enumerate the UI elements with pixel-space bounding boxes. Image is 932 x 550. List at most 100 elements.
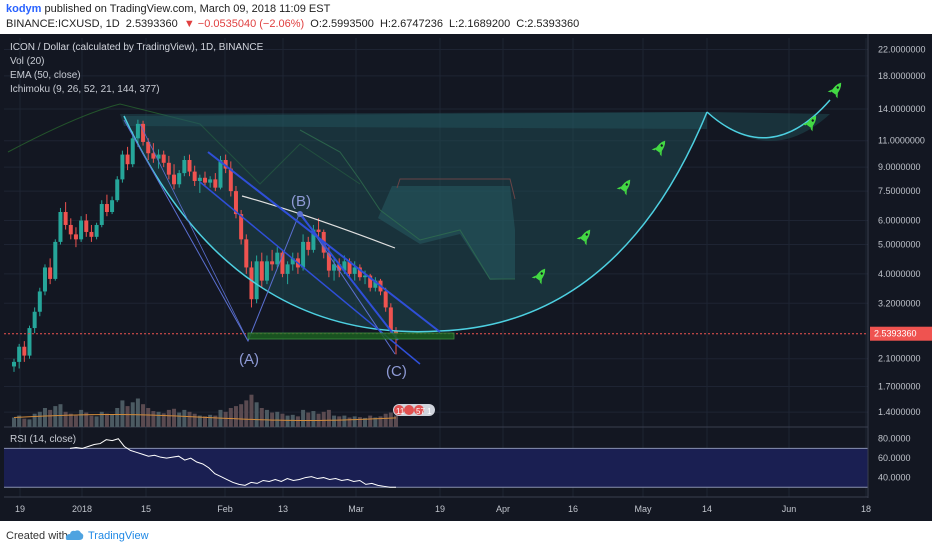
tradingview-link[interactable]: TradingView bbox=[88, 530, 149, 542]
chart-title: ICON / Dollar (calculated by TradingView… bbox=[10, 42, 264, 53]
handle-curve bbox=[706, 99, 831, 139]
time-tick-label: Feb bbox=[217, 504, 233, 514]
price-tick-label: 7.5000000 bbox=[878, 186, 921, 196]
candle-body bbox=[187, 160, 192, 172]
volume-bar bbox=[203, 416, 207, 427]
time-tick-label: 16 bbox=[568, 504, 578, 514]
candle-body bbox=[48, 267, 53, 279]
candle-body bbox=[357, 267, 362, 278]
candle-body bbox=[151, 153, 156, 159]
price-tag-label: 2.5393360 bbox=[874, 329, 917, 339]
price-tick-label: 3.2000000 bbox=[878, 298, 921, 308]
rocket-icon bbox=[576, 229, 591, 246]
candle-body bbox=[141, 123, 146, 142]
volume-bar bbox=[94, 416, 99, 427]
rocket-icon bbox=[531, 268, 546, 285]
candle-body bbox=[177, 173, 182, 185]
rsi-tick-label: 80.0000 bbox=[878, 434, 911, 444]
chart-drawings bbox=[4, 99, 868, 416]
volume-bar bbox=[388, 412, 393, 427]
published-text: published on TradingView.com, March 09, … bbox=[44, 3, 331, 15]
candle-body bbox=[275, 252, 280, 265]
high-value: H:2.6747236 bbox=[379, 18, 443, 30]
volume-bars bbox=[12, 394, 398, 427]
volume-bar bbox=[12, 417, 16, 427]
price-tick-label: 1.4000000 bbox=[878, 407, 921, 417]
volume-bar bbox=[275, 411, 280, 427]
candle-body bbox=[285, 264, 290, 274]
volume-bar bbox=[326, 409, 331, 427]
candle-body bbox=[89, 231, 94, 237]
price-tick-label: 4.0000000 bbox=[878, 269, 921, 279]
volume-bar bbox=[63, 411, 68, 427]
time-tick-label: 14 bbox=[702, 504, 712, 514]
candle-body bbox=[125, 154, 130, 165]
created-with: Created with bbox=[6, 530, 68, 542]
candle-body bbox=[383, 291, 388, 308]
time-tick-label: Apr bbox=[496, 504, 510, 514]
rsi-tick-label: 60.0000 bbox=[878, 453, 911, 463]
candle-body bbox=[301, 241, 306, 268]
candle-body bbox=[161, 154, 166, 163]
price-chart[interactable]: 22.0000000 18.0000000 14.0000000 11.0000000… bbox=[0, 34, 932, 521]
support-zone bbox=[247, 332, 455, 340]
candle-body bbox=[12, 361, 16, 367]
candle-body bbox=[368, 275, 373, 288]
volume-bar bbox=[249, 394, 254, 427]
volume-bar bbox=[115, 408, 120, 427]
ema-line bbox=[241, 195, 396, 249]
volume-bar bbox=[264, 409, 269, 427]
candle-body bbox=[394, 330, 398, 334]
legend-vol: Vol (20) bbox=[10, 56, 44, 67]
price-tick-label: 9.0000000 bbox=[878, 162, 921, 172]
candle-body bbox=[223, 160, 228, 169]
volume-bar bbox=[120, 400, 125, 427]
candle-body bbox=[17, 346, 22, 362]
volume-bar bbox=[208, 414, 213, 427]
candle-body bbox=[239, 214, 244, 240]
volume-bar bbox=[373, 417, 378, 427]
candle-body bbox=[388, 307, 393, 331]
volume-bar bbox=[223, 411, 228, 427]
volume-bar bbox=[192, 413, 197, 427]
volume-bar bbox=[146, 408, 151, 427]
time-tick-label: 2018 bbox=[72, 504, 92, 514]
close-value: C:2.5393360 bbox=[516, 18, 580, 30]
candle-body bbox=[73, 234, 78, 240]
volume-bar bbox=[151, 411, 156, 427]
candle-body bbox=[342, 261, 347, 271]
channel-lower bbox=[299, 213, 399, 341]
volume-bar bbox=[394, 415, 398, 427]
candle-body bbox=[259, 261, 264, 281]
volume-bar bbox=[239, 404, 244, 427]
volume-bar bbox=[172, 408, 177, 427]
candle-body bbox=[254, 261, 259, 300]
volume-bar bbox=[161, 413, 166, 427]
candle-body bbox=[208, 179, 213, 183]
candle-body bbox=[58, 212, 63, 242]
low-value: L:2.1689200 bbox=[449, 18, 511, 30]
volume-bar bbox=[182, 409, 187, 427]
price-change: ▼ −0.0535040 (−2.06%) bbox=[183, 18, 305, 30]
candle-body bbox=[27, 328, 32, 356]
legend-ema: EMA (50, close) bbox=[10, 70, 81, 81]
candle-body bbox=[79, 220, 84, 240]
candle-body bbox=[110, 200, 115, 213]
volume-bar bbox=[177, 412, 182, 427]
volume-bar bbox=[321, 411, 326, 427]
volume-bar bbox=[166, 409, 171, 427]
volume-bar bbox=[259, 408, 264, 427]
volume-bar bbox=[295, 416, 300, 427]
time-tick-label: 19 bbox=[435, 504, 445, 514]
volume-bar bbox=[357, 417, 362, 427]
volume-bar bbox=[337, 416, 342, 427]
volume-ma-line bbox=[13, 414, 397, 421]
wave-label-b: (B) bbox=[291, 193, 311, 210]
ichimoku-cloud bbox=[7, 103, 830, 332]
author-link[interactable]: kodym bbox=[6, 3, 42, 15]
candle-body bbox=[332, 264, 337, 271]
candle-body bbox=[290, 258, 295, 265]
volume-bar bbox=[306, 412, 311, 427]
candle-body bbox=[218, 160, 223, 188]
event-badge-icon bbox=[414, 405, 424, 415]
